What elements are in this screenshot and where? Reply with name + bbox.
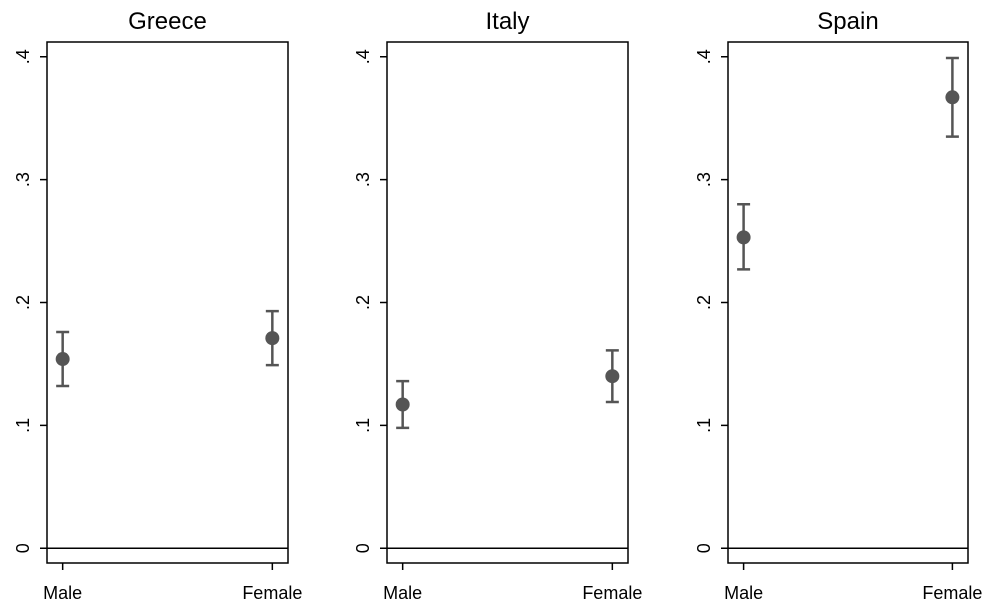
y-tick-label: .3: [353, 172, 373, 187]
x-tick-label: Male: [383, 583, 422, 603]
y-tick-label: .2: [13, 295, 33, 310]
x-tick-label: Female: [582, 583, 642, 603]
y-tick-label: 0: [694, 543, 714, 553]
panel-0: Greece 0 .1 .2 .3 .4 Male Female: [13, 8, 302, 603]
data-point: [605, 369, 620, 384]
panel-2: Spain 0 .1 .2 .3 .4 Male Female: [694, 8, 982, 603]
data-point: [945, 90, 960, 105]
y-tick-label: 0: [13, 543, 33, 553]
panel-1: Italy 0 .1 .2 .3 .4 Male Female: [353, 8, 642, 603]
data-point: [55, 352, 70, 367]
data-point: [265, 331, 280, 346]
y-tick-label: .1: [353, 418, 373, 433]
y-tick-label: .3: [13, 172, 33, 187]
y-tick-label: .4: [694, 49, 714, 64]
y-tick-label: .4: [353, 49, 373, 64]
plot-frame: [46, 41, 289, 564]
data-point: [395, 397, 410, 412]
y-tick-label: .2: [353, 295, 373, 310]
y-tick-label: .4: [13, 49, 33, 64]
y-tick-label: 0: [353, 543, 373, 553]
x-tick-label: Female: [242, 583, 302, 603]
x-tick-label: Female: [922, 583, 982, 603]
y-tick-label: .2: [694, 295, 714, 310]
panel-title: Italy: [485, 8, 529, 35]
x-tick-label: Male: [43, 583, 82, 603]
plot-frame: [386, 41, 629, 564]
panel-title: Greece: [128, 8, 207, 35]
y-tick-label: .1: [694, 418, 714, 433]
plot-frame: [727, 41, 969, 564]
y-tick-label: .3: [694, 172, 714, 187]
y-tick-label: .1: [13, 418, 33, 433]
panel-title: Spain: [817, 8, 878, 35]
data-point: [736, 230, 751, 245]
x-tick-label: Male: [724, 583, 763, 603]
